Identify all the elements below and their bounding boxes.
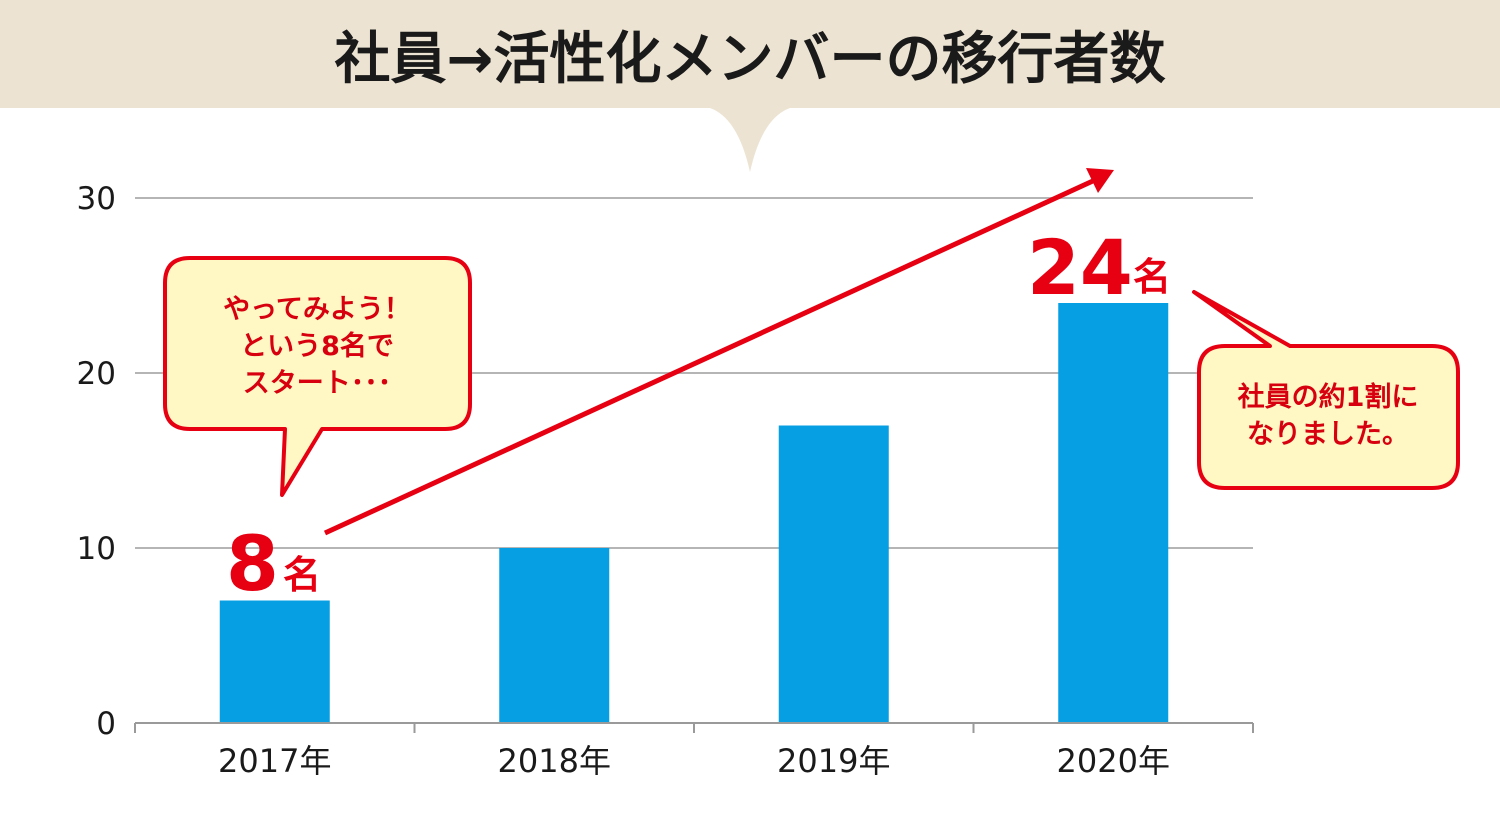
start-count-number: 8 (226, 519, 279, 608)
y-tick-label: 0 (96, 706, 116, 742)
y-tick-label: 30 (77, 181, 116, 217)
bubble-right-line-1: 社員の約1割に (1238, 381, 1419, 413)
x-tick-label: 2018年 (498, 742, 611, 780)
x-axis-labels: 2017年 2018年 2019年 2020年 (218, 742, 1170, 780)
y-axis-ticks: 0 10 20 30 (77, 181, 116, 742)
bubble-left-line-1: やってみよう！ (223, 294, 411, 325)
bars (219, 303, 1169, 723)
x-tick-label: 2017年 (218, 742, 331, 780)
bubble-left-line-2: という8名で (240, 330, 394, 362)
end-count-unit: 名 (1133, 255, 1171, 299)
bubble-left-line-3: スタート･･･ (243, 368, 392, 399)
bubble-right-line-2: なりました。 (1247, 419, 1409, 450)
trend-arrow-head (1086, 168, 1114, 193)
x-tick-label: 2020年 (1057, 742, 1170, 780)
start-count-unit: 名 (283, 553, 321, 597)
speech-bubble-right (1192, 290, 1460, 490)
chart-title: 社員→活性化メンバーの移行者数 (335, 27, 1166, 92)
title-banner (0, 0, 1500, 172)
y-tick-label: 20 (77, 356, 116, 392)
x-tick-label: 2019年 (777, 742, 890, 780)
trend-arrow-line (323, 177, 1097, 536)
y-tick-label: 10 (77, 531, 116, 567)
bar (499, 548, 610, 723)
x-axis-ticks (134, 723, 1254, 733)
end-count-number: 24 (1027, 223, 1133, 312)
bar (778, 425, 889, 723)
bar (1058, 303, 1169, 723)
speech-bubble-left (163, 256, 472, 497)
bar (219, 600, 330, 723)
